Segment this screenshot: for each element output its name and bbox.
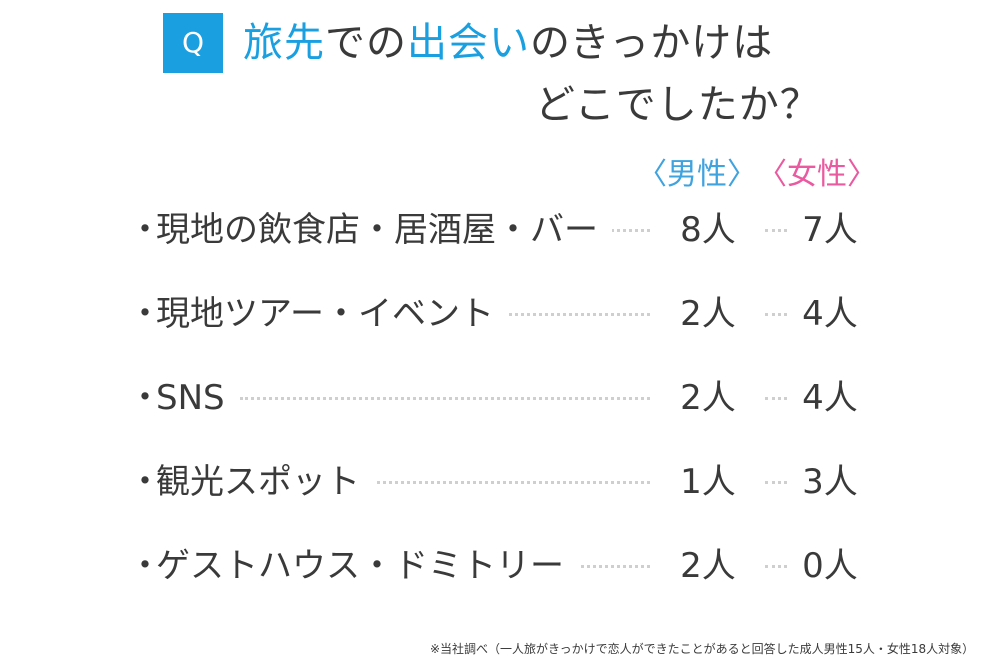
question-badge: Q bbox=[163, 13, 223, 73]
row-label: 現地の飲食店・居酒屋・バー bbox=[156, 202, 612, 258]
dot-leader bbox=[765, 229, 787, 232]
table-row: ・現地ツアー・イベント 2人 4人 bbox=[0, 286, 1000, 342]
row-label: SNS bbox=[156, 370, 239, 426]
row-label: ゲストハウス・ドミトリー bbox=[156, 538, 578, 594]
table-row: ・ SNS 2人 4人 bbox=[0, 370, 1000, 426]
value-female: 3人 bbox=[790, 454, 870, 510]
table-row: ・現地の飲食店・居酒屋・バー 8人 7人 bbox=[0, 202, 1000, 258]
value-female: 7人 bbox=[790, 202, 870, 258]
title-segment-trigger: のきっかけは bbox=[530, 20, 774, 66]
dot-leader bbox=[765, 565, 787, 568]
title-segment-encounter: 出会い bbox=[407, 20, 530, 66]
dot-leader bbox=[240, 481, 650, 484]
dot-leader bbox=[765, 481, 787, 484]
question-title-line2: どこでしたか？ bbox=[535, 82, 821, 128]
table-row: ・ゲストハウス・ドミトリー 2人 0人 bbox=[0, 538, 1000, 594]
value-male: 2人 bbox=[652, 538, 764, 594]
column-header-male: 〈男性〉 bbox=[637, 157, 757, 192]
row-label: 観光スポット bbox=[156, 454, 374, 510]
value-male: 8人 bbox=[652, 202, 764, 258]
value-female: 4人 bbox=[790, 370, 870, 426]
column-header-female: 〈女性〉 bbox=[757, 157, 877, 192]
table-row: ・観光スポット 1人 3人 bbox=[0, 454, 1000, 510]
value-male: 2人 bbox=[652, 286, 764, 342]
footnote: ※当社調べ（一人旅がきっかけで恋人ができたことがあると回答した成人男性15人・女… bbox=[430, 642, 975, 656]
dot-leader bbox=[765, 397, 787, 400]
dot-leader bbox=[765, 313, 787, 316]
title-segment-de: での bbox=[325, 20, 407, 66]
dot-leader bbox=[240, 397, 650, 400]
value-female: 4人 bbox=[790, 286, 870, 342]
value-female: 0人 bbox=[790, 538, 870, 594]
title-segment-travel: 旅先 bbox=[243, 20, 325, 66]
value-male: 2人 bbox=[652, 370, 764, 426]
value-male: 1人 bbox=[652, 454, 764, 510]
row-label: 現地ツアー・イベント bbox=[156, 286, 508, 342]
question-title-line1: 旅先での出会いのきっかけは bbox=[243, 12, 773, 74]
